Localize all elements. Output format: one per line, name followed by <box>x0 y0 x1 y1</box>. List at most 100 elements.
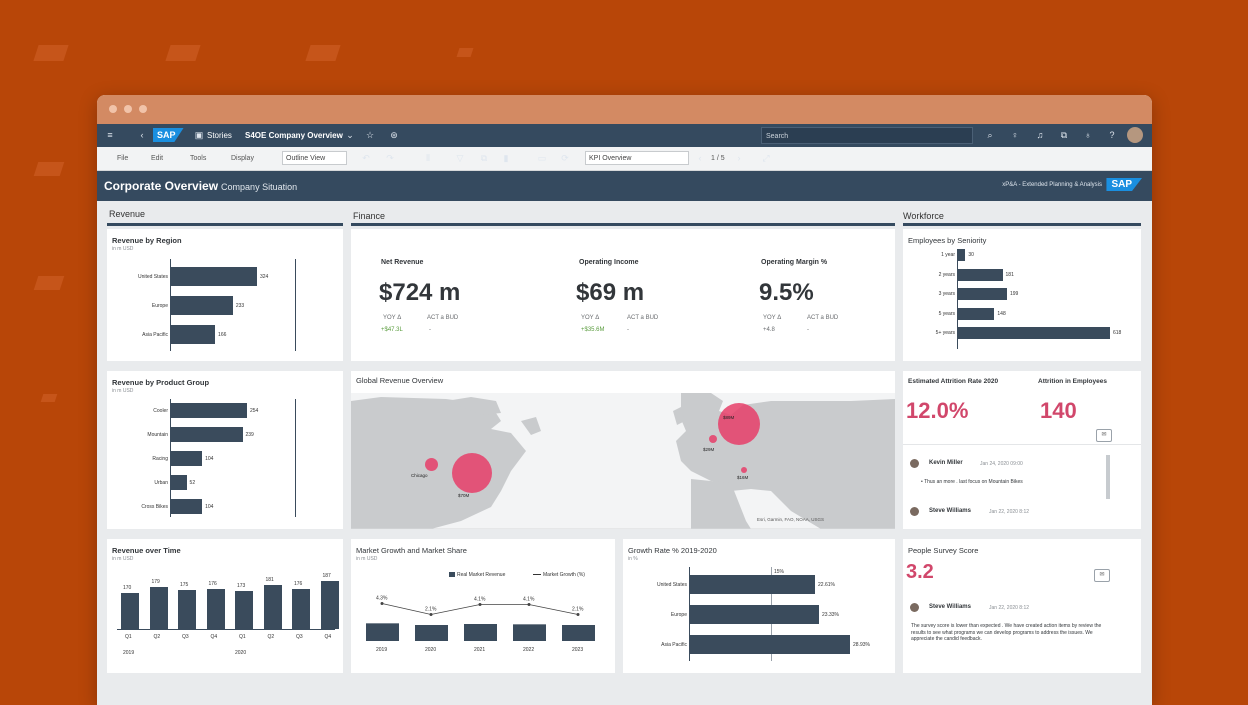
redo-icon[interactable]: ↷ <box>386 153 394 163</box>
file-menu[interactable]: File <box>117 155 129 162</box>
revenue-over-time-card[interactable]: Revenue over Time in m USD 170 Q1 179 Q2 175… <box>107 539 343 673</box>
edit-menu[interactable]: Edit <box>151 155 164 162</box>
category-label: Q1 <box>125 634 132 640</box>
back-icon[interactable]: ‹ <box>140 130 144 140</box>
search-icon[interactable]: ⌕ <box>987 130 993 140</box>
comment-author: Kevin Miller <box>929 460 963 466</box>
map-bubble[interactable] <box>709 435 717 443</box>
attrition-card[interactable]: Estimated Attrition Rate 2020 Attrition … <box>903 371 1141 529</box>
copy-icon[interactable]: ⧉ <box>480 153 488 163</box>
employees-by-seniority-card[interactable]: Employees by Seniority 1 year 30 2 years 18… <box>903 229 1141 361</box>
value-label: 254 <box>250 407 259 414</box>
story-title[interactable]: S4OE Company Overview <box>245 131 343 140</box>
user-avatar[interactable] <box>1127 127 1143 143</box>
card-title: Employees by Seniority <box>908 236 987 245</box>
bar <box>958 288 1007 300</box>
chart-icon[interactable]: ▮ <box>503 153 509 163</box>
share-icon[interactable]: ⧉ <box>1060 130 1068 140</box>
category-label: 2020 <box>425 647 436 653</box>
section-rule <box>107 223 343 226</box>
scrollbar[interactable] <box>1106 455 1110 499</box>
window-maximize-dot[interactable] <box>139 105 147 113</box>
fullscreen-icon[interactable]: ⤢ <box>762 153 770 163</box>
window-minimize-dot[interactable] <box>124 105 132 113</box>
category-label: Q2 <box>267 634 275 640</box>
revenue-by-product-card[interactable]: Revenue by Product Group in m USD Cooler… <box>107 371 343 529</box>
kpi-yoy-value: +4.8 <box>763 327 775 333</box>
bar <box>171 499 203 514</box>
category-label: Cross Bikes <box>141 503 168 510</box>
kpi-yoy-value: +$47.3L <box>381 327 403 333</box>
kpi-net-revenue-label: Net Revenue <box>381 259 424 266</box>
window-close-dot[interactable] <box>109 105 117 113</box>
comment-icon[interactable]: ✉ <box>1096 429 1112 442</box>
page-count: 1 / 5 <box>711 155 725 162</box>
kpi-yoy-label: YOY Δ <box>581 315 600 321</box>
global-revenue-map-card[interactable]: Global Revenue Overview Chicago $70M $89… <box>351 371 895 529</box>
map-bubble[interactable] <box>452 453 492 493</box>
comment-icon[interactable]: ✉ <box>1094 569 1110 582</box>
stories-link[interactable]: Stories <box>207 131 232 140</box>
background-shape <box>305 45 341 61</box>
finance-kpi-card[interactable]: Net Revenue $724 m YOY Δ ACT a BUD +$47.… <box>351 229 895 361</box>
attrition-rate-value: 12.0% <box>906 398 969 423</box>
map-bubble[interactable] <box>425 458 438 471</box>
growth-rate-card[interactable]: Growth Rate % 2019-2020 in % 15% United … <box>623 539 895 673</box>
card-unit: in m USD <box>112 246 134 252</box>
filter-icon[interactable]: ▽ <box>456 153 464 163</box>
next-page-icon[interactable]: › <box>737 153 741 163</box>
value-label: 104 <box>205 455 214 462</box>
bar <box>206 589 225 629</box>
market-growth-card[interactable]: Market Growth and Market Share in m USD … <box>351 539 615 673</box>
refresh-icon[interactable]: ⟳ <box>561 153 569 163</box>
growth-point <box>527 603 531 606</box>
card-title: Revenue by Product Group <box>112 378 210 387</box>
chevron-down-icon[interactable]: ⌄ <box>346 130 354 140</box>
growth-label: 4.3% <box>376 596 388 602</box>
category-label: 2023 <box>572 647 583 653</box>
settings-icon[interactable]: ⊛ <box>390 130 398 140</box>
outline-view-select[interactable]: Outline View <box>282 151 347 165</box>
category-label: Asia Pacific <box>661 641 687 648</box>
value-label: 28.93% <box>853 641 870 648</box>
user-settings-icon[interactable]: ♁ <box>1084 130 1092 140</box>
page-select[interactable]: KPI Overview <box>585 151 689 165</box>
help-icon[interactable]: ? <box>1109 130 1115 140</box>
bell-icon[interactable]: ♫ <box>1036 130 1044 140</box>
tools-menu[interactable]: Tools <box>190 155 207 162</box>
growth-label: 2.1% <box>425 607 437 613</box>
map-bubble-label: $16M <box>737 475 749 480</box>
attrition-rate-title: Estimated Attrition Rate 2020 <box>908 378 999 385</box>
people-survey-card[interactable]: People Survey Score 3.2 ✉ Steve Williams… <box>903 539 1141 673</box>
value-label: 618 <box>1113 330 1122 336</box>
avatar <box>910 459 919 468</box>
revenue-by-region-card[interactable]: Revenue by Region in m USD United States… <box>107 229 343 361</box>
lightbulb-icon[interactable]: ♀ <box>1011 130 1019 140</box>
display-menu[interactable]: Display <box>231 155 254 162</box>
bar <box>171 427 243 442</box>
world-map[interactable] <box>351 371 895 529</box>
value-label: 199 <box>1009 291 1019 297</box>
search-input[interactable]: Search <box>761 127 973 144</box>
category-label: 5+ years <box>935 330 955 336</box>
card-unit: in m USD <box>112 388 134 394</box>
map-bubble-label: Chicago <box>411 473 428 478</box>
map-bubble[interactable] <box>741 467 747 473</box>
star-icon[interactable]: ☆ <box>365 130 375 140</box>
map-bubble-label: $70M <box>458 493 470 498</box>
section-workforce: Workforce <box>903 211 944 221</box>
category-label: Racing <box>152 455 168 462</box>
value-label: 181 <box>265 577 274 584</box>
comment-text-value: Thus an more . last focus on Mountain Bi… <box>924 479 1023 485</box>
avatar <box>910 507 919 516</box>
table-icon[interactable]: ▭ <box>537 153 547 163</box>
category-label: Q4 <box>324 634 332 640</box>
prev-page-icon[interactable]: ‹ <box>698 153 702 163</box>
reference-label: 15% <box>774 569 785 575</box>
columns-icon[interactable]: ⫴ <box>426 153 430 163</box>
section-rule <box>351 223 895 226</box>
menu-icon[interactable]: ≡ <box>107 130 113 140</box>
map-bubble[interactable] <box>718 403 760 445</box>
comment-author: Steve Williams <box>929 604 971 610</box>
undo-icon[interactable]: ↶ <box>362 153 370 163</box>
